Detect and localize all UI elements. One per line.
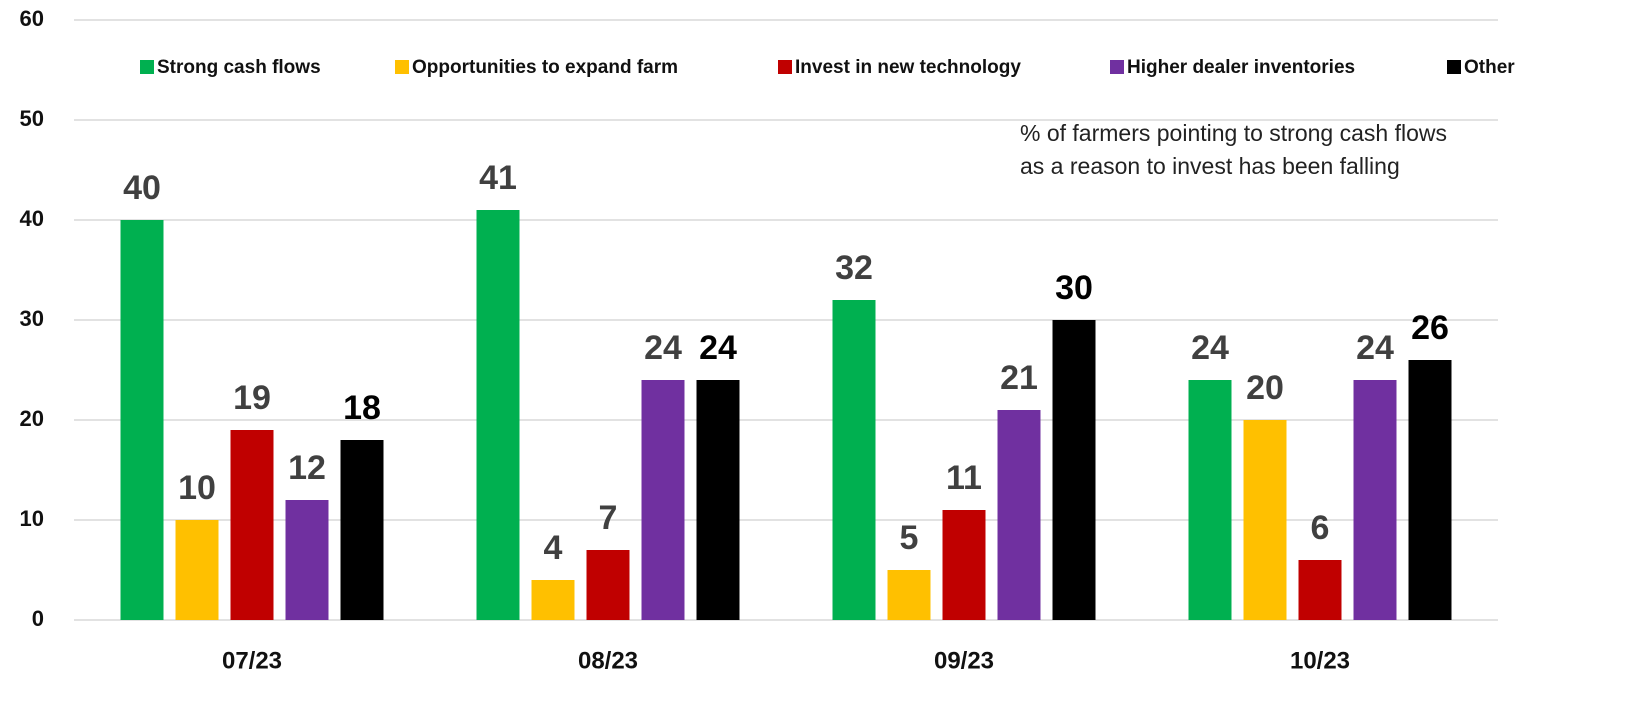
bar (1354, 380, 1397, 620)
bar (477, 210, 520, 620)
x-tick-label: 10/23 (1290, 647, 1350, 674)
data-label: 24 (699, 329, 737, 367)
legend-label: Other (1464, 57, 1515, 78)
legend-label: Higher dealer inventories (1127, 57, 1355, 78)
y-tick-label: 30 (20, 306, 44, 331)
data-label: 32 (835, 249, 873, 287)
y-tick-label: 50 (20, 106, 44, 131)
bar (231, 430, 274, 620)
bar (1244, 420, 1287, 620)
bar (833, 300, 876, 620)
bar (1053, 320, 1096, 620)
data-label: 30 (1055, 269, 1093, 307)
annotation: % of farmers pointing to strong cash flo… (1020, 120, 1447, 146)
bar (176, 520, 219, 620)
bar (341, 440, 384, 620)
x-tick-label: 09/23 (934, 647, 994, 674)
data-label: 10 (178, 469, 216, 507)
data-label: 12 (288, 449, 326, 487)
data-label: 19 (233, 379, 271, 417)
bar (121, 220, 164, 620)
bar (1299, 560, 1342, 620)
data-label: 11 (946, 459, 982, 497)
annotation: as a reason to invest has been falling (1020, 153, 1400, 179)
data-label: 24 (1356, 329, 1394, 367)
data-label: 20 (1246, 369, 1284, 407)
data-label: 18 (343, 389, 381, 427)
chart: % of farmers pointing to strong cash flo… (0, 0, 1631, 704)
data-label: 24 (1191, 329, 1229, 367)
legend-swatch (140, 60, 154, 74)
legend-label: Strong cash flows (157, 57, 321, 78)
data-label: 7 (599, 499, 618, 537)
data-label: 26 (1411, 309, 1449, 347)
legend-swatch (1110, 60, 1124, 74)
x-tick-label: 08/23 (578, 647, 638, 674)
data-label: 4 (544, 529, 563, 567)
bar (1409, 360, 1452, 620)
bar (1189, 380, 1232, 620)
legend-swatch (1447, 60, 1461, 74)
data-label: 40 (123, 169, 161, 207)
bar (697, 380, 740, 620)
data-label: 5 (900, 519, 919, 557)
data-label: 6 (1311, 509, 1330, 547)
legend-swatch (395, 60, 409, 74)
y-tick-label: 40 (20, 206, 44, 231)
bar (998, 410, 1041, 620)
y-tick-label: 10 (20, 506, 44, 531)
legend-swatch (778, 60, 792, 74)
data-label: 21 (1000, 359, 1038, 397)
legend-label: Invest in new technology (795, 57, 1021, 78)
y-tick-label: 60 (20, 6, 44, 31)
data-label: 41 (479, 159, 517, 197)
bar (888, 570, 931, 620)
y-tick-label: 20 (20, 406, 44, 431)
bar (943, 510, 986, 620)
bar (642, 380, 685, 620)
bar (286, 500, 329, 620)
y-tick-label: 0 (32, 606, 44, 631)
legend-label: Opportunities to expand farm (412, 57, 678, 78)
data-label: 24 (644, 329, 682, 367)
x-tick-label: 07/23 (222, 647, 282, 674)
bar (532, 580, 575, 620)
bar (587, 550, 630, 620)
